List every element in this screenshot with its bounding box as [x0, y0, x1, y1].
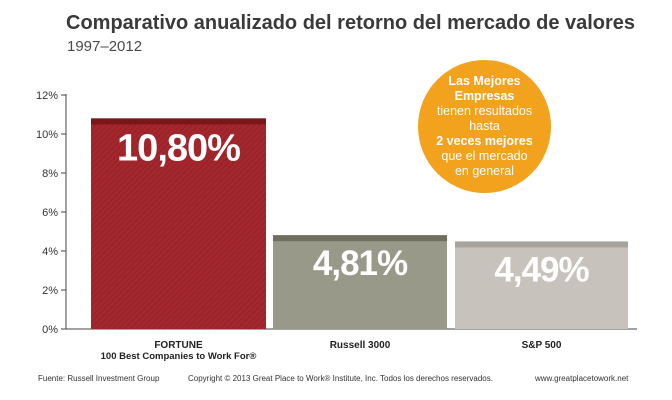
bar-russell-3000	[273, 235, 447, 329]
data-label: 4,49%	[494, 250, 589, 289]
y-tick-label: 8%	[42, 168, 58, 180]
callout-line-7: en general	[454, 164, 515, 178]
data-label: 10,80%	[117, 127, 240, 169]
x-category-label: Russell 3000	[330, 340, 391, 351]
chart-title: Comparativo anualizado del retorno del m…	[66, 12, 636, 34]
y-tick-label: 6%	[42, 207, 58, 219]
callout-badge: Las Mejores Empresas tienen resultados h…	[418, 60, 551, 193]
x-category-label: 100 Best Companies to Work For®	[101, 351, 257, 362]
callout-line-2: Empresas	[454, 89, 515, 103]
callout-line-4: hasta	[469, 119, 500, 133]
bar-fortune-cap	[91, 118, 266, 125]
footer-source: Fuente: Russell Investment Group	[38, 374, 160, 383]
callout-line-1: Las Mejores	[448, 74, 521, 88]
footer: Fuente: Russell Investment Group Copyrig…	[0, 374, 672, 388]
y-tick-label: 12%	[36, 90, 58, 102]
bar-sp-500	[455, 241, 628, 329]
footer-website: www.greatplacetowork.net	[535, 374, 629, 383]
chart-subtitle: 1997–2012	[67, 38, 143, 55]
x-category-label: S&P 500	[522, 340, 562, 351]
data-label: 4,81%	[313, 244, 408, 283]
y-tick-label: 2%	[42, 285, 58, 297]
callout-line-5: 2 veces mejores	[436, 134, 533, 148]
callout-line-3: tienen resultados	[436, 104, 533, 118]
y-tick-label: 0%	[42, 324, 58, 336]
bar-russell-3000-cap	[273, 235, 447, 242]
callout-line-6: que el mercado	[441, 149, 528, 163]
y-tick-label: 10%	[36, 129, 58, 141]
bar-fortune	[91, 118, 266, 330]
y-tick-label: 4%	[42, 246, 58, 258]
bar-sp-500-cap	[455, 241, 628, 248]
footer-copyright: Copyright © 2013 Great Place to Work® In…	[188, 374, 493, 383]
x-category-label: FORTUNE	[154, 340, 203, 351]
